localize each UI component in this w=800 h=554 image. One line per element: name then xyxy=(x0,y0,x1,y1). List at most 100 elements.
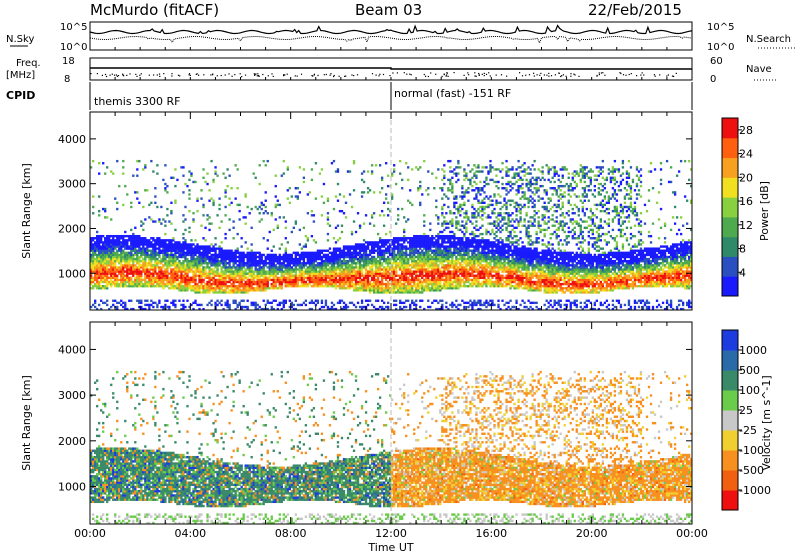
power-cell xyxy=(465,231,467,233)
power-cell xyxy=(132,237,134,239)
power-cell xyxy=(92,264,94,266)
power-cell xyxy=(142,241,144,243)
power-cell xyxy=(373,283,375,285)
power-cell xyxy=(405,264,407,266)
power-cell xyxy=(375,264,377,266)
power-cell xyxy=(106,285,108,287)
power-cell xyxy=(401,262,403,264)
power-cell xyxy=(190,279,192,281)
power-cell xyxy=(427,250,429,252)
power-cell xyxy=(174,252,176,254)
power-cell xyxy=(327,216,329,218)
power-cell xyxy=(122,245,124,247)
power-cell xyxy=(303,262,305,264)
power-cell xyxy=(303,277,305,279)
power-cell xyxy=(174,264,176,266)
power-cell xyxy=(299,262,301,264)
power-cell xyxy=(377,275,379,277)
power-cell xyxy=(269,279,271,281)
power-cell xyxy=(305,272,307,274)
power-cell xyxy=(403,291,405,293)
power-cell xyxy=(98,247,100,249)
power-cell xyxy=(102,281,104,283)
power-cell xyxy=(451,235,453,237)
power-cell xyxy=(415,260,417,262)
power-cell xyxy=(114,281,116,283)
power-cell xyxy=(218,256,220,258)
power-cell xyxy=(104,262,106,264)
power-cell xyxy=(138,268,140,270)
power-cell xyxy=(138,272,140,274)
power-cell xyxy=(335,266,337,268)
power-cell xyxy=(243,275,245,277)
power-cell xyxy=(453,235,455,237)
power-cell xyxy=(216,285,218,287)
power-cell xyxy=(297,277,299,279)
power-cell xyxy=(218,264,220,266)
power-cell xyxy=(407,260,409,262)
power-cell xyxy=(170,177,172,179)
power-cell xyxy=(174,245,176,247)
power-cell xyxy=(198,250,200,252)
nave-point xyxy=(574,74,575,75)
power-cell xyxy=(403,239,405,241)
power-cell xyxy=(465,252,467,254)
power-cell xyxy=(437,302,439,304)
power-cell xyxy=(120,270,122,272)
power-cell xyxy=(208,262,210,264)
power-cell xyxy=(299,229,301,231)
power-cell xyxy=(230,287,232,289)
power-cell xyxy=(265,287,267,289)
power-cell xyxy=(249,275,251,277)
power-cell xyxy=(164,225,166,227)
power-cell xyxy=(303,283,305,285)
power-cell xyxy=(457,254,459,256)
power-cell xyxy=(419,239,421,241)
power-cell xyxy=(120,304,122,306)
power-cell xyxy=(393,275,395,277)
power-cell xyxy=(152,220,154,222)
power-cell xyxy=(160,206,162,208)
power-cell xyxy=(445,258,447,260)
power-cell xyxy=(405,237,407,239)
power-cell xyxy=(413,304,415,306)
power-cell xyxy=(445,195,447,197)
power-cell xyxy=(371,245,373,247)
power-cell xyxy=(431,302,433,304)
power-cell xyxy=(222,264,224,266)
power-cell xyxy=(435,266,437,268)
power-cell xyxy=(341,264,343,266)
power-cell xyxy=(208,270,210,272)
power-cell xyxy=(447,277,449,279)
power-cell xyxy=(202,272,204,274)
power-cell xyxy=(273,281,275,283)
power-cell xyxy=(202,250,204,252)
power-cell xyxy=(245,254,247,256)
power-cell xyxy=(353,250,355,252)
power-cell xyxy=(162,245,164,247)
power-cell xyxy=(118,254,120,256)
power-cell xyxy=(100,285,102,287)
power-cell xyxy=(154,247,156,249)
power-cell xyxy=(184,183,186,185)
power-cell xyxy=(445,256,447,258)
power-cell xyxy=(395,262,397,264)
power-cell xyxy=(375,241,377,243)
power-cell xyxy=(367,247,369,249)
power-cell xyxy=(174,200,176,202)
power-cell xyxy=(377,300,379,302)
power-cell xyxy=(411,204,413,206)
power-cell xyxy=(120,237,122,239)
power-cell xyxy=(238,210,240,212)
power-cell xyxy=(463,250,465,252)
power-cell xyxy=(214,287,216,289)
power-cell xyxy=(379,272,381,274)
power-cell xyxy=(100,256,102,258)
nave-point xyxy=(330,73,331,74)
power-cell xyxy=(359,245,361,247)
power-cell xyxy=(160,285,162,287)
power-cell xyxy=(449,166,451,168)
power-cell xyxy=(329,272,331,274)
power-cell xyxy=(403,275,405,277)
power-cell xyxy=(393,277,395,279)
